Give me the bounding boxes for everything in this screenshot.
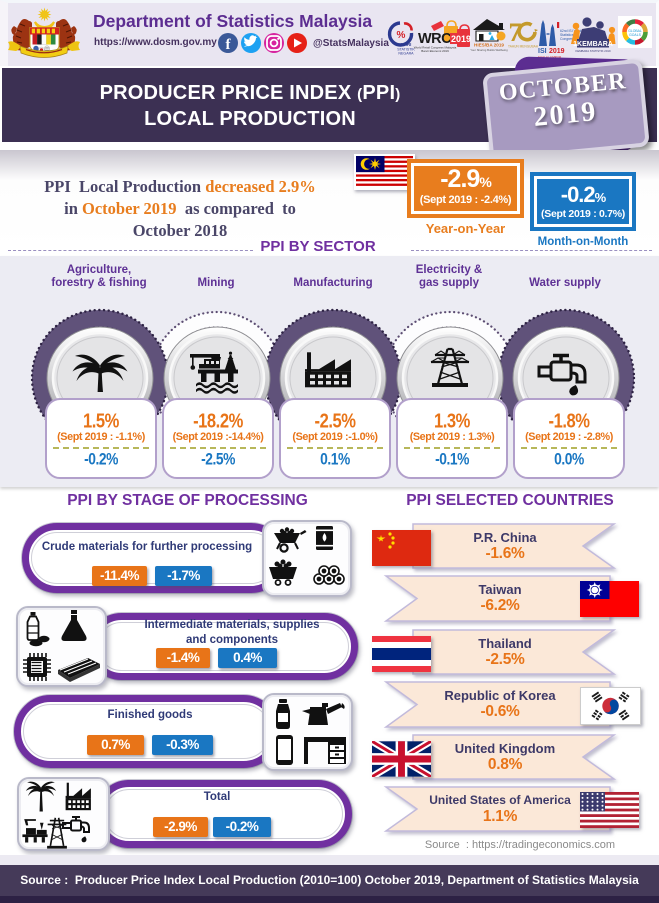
svg-text:World Retail Congress Malaysia: World Retail Congress Malaysia [414,46,457,50]
svg-text:KEMBARA STATISTIK 2019: KEMBARA STATISTIK 2019 [575,49,610,53]
svg-text:Banci Ekonomi 2019: Banci Ekonomi 2019 [421,49,449,53]
svg-text:Your Sharing Builds Wellbeing: Your Sharing Builds Wellbeing [470,48,508,52]
svg-text:GLOBAL: GLOBAL [628,29,642,33]
svg-text:HARI: HARI [401,42,412,47]
svg-text:WRC: WRC [418,31,452,47]
svg-text:GOALS: GOALS [629,33,641,37]
svg-text:2019: 2019 [549,48,565,55]
svg-text:62nd ISI World: 62nd ISI World [560,29,582,33]
svg-text:TAHUN MENGUBAH: TAHUN MENGUBAH [508,45,539,49]
svg-text:HIES/BA 2019: HIES/BA 2019 [474,43,504,48]
svg-text:ISI: ISI [538,48,547,55]
svg-text:7: 7 [509,18,522,47]
svg-text:2019: 2019 [451,34,471,44]
svg-text:Statistics: Statistics [560,33,574,37]
svg-text:Congress: Congress [560,37,575,41]
svg-text:f: f [226,37,232,53]
svg-text:%: % [397,30,406,41]
svg-text:NEGARA: NEGARA [398,52,414,56]
svg-text:1KEMBARA: 1KEMBARA [573,41,613,48]
svg-text:STATISTIK: STATISTIK [397,48,415,52]
